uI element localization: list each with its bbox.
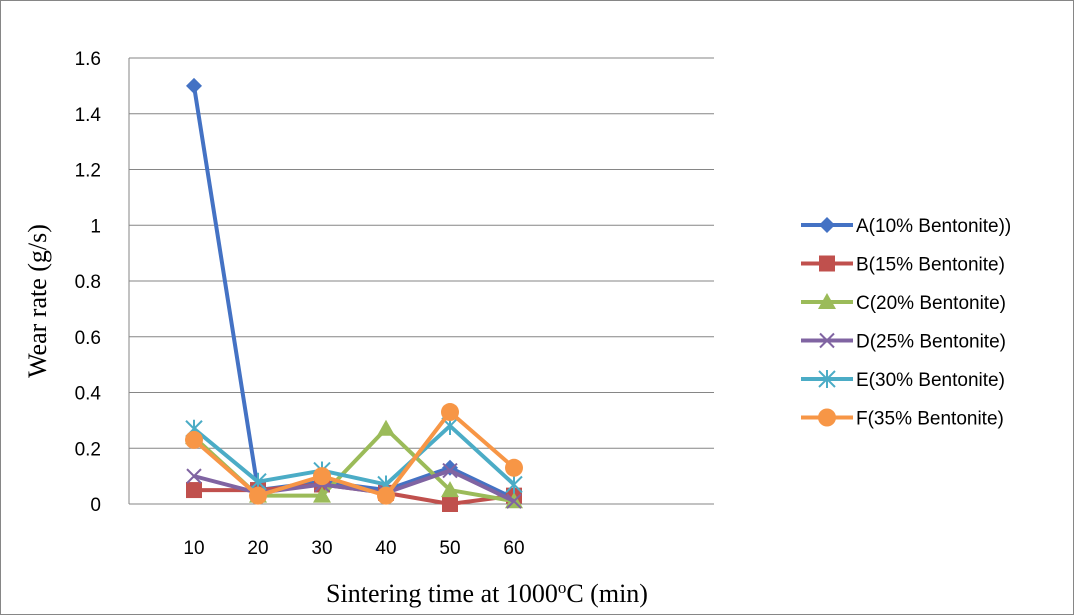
series-line [192, 85, 515, 501]
legend-item: A(10% Bentonite)) [801, 216, 1011, 237]
legend-item: C(20% Bentonite) [801, 293, 1006, 314]
x-tick-labels: 10 20 30 40 50 60 [183, 538, 524, 559]
data-point [506, 493, 522, 509]
x-tick-label: 60 [503, 538, 524, 559]
y-tick-label: 0.8 [75, 272, 101, 293]
legend-label: A(10% Bentonite)) [856, 216, 1011, 237]
series-line [192, 423, 516, 487]
y-tick-label: 1.2 [75, 161, 101, 182]
legend-label: B(15% Bentonite) [856, 255, 1005, 276]
legend-marker [818, 408, 836, 427]
data-point [313, 467, 331, 486]
series-lines [185, 77, 523, 512]
legend-label: F(35% Bentonite) [856, 409, 1004, 430]
x-tick-label: 20 [247, 538, 268, 559]
y-tick-label: 0.4 [75, 384, 102, 405]
legend-label: D(25% Bentonite) [856, 332, 1006, 353]
series-line [193, 468, 515, 504]
y-tick-label: 0.2 [75, 439, 101, 460]
series-a [186, 77, 522, 507]
gridlines [128, 57, 714, 505]
y-tick-labels: 0 0.2 0.4 0.6 0.8 1 1.2 1.4 1.6 [75, 49, 102, 516]
y-tick-label: 1.6 [75, 49, 101, 70]
legend: A(10% Bentonite)) B(15% Bentonite) C(20% B… [801, 216, 1011, 430]
x-axis-label: Sintering time at 1000oC (min) [326, 578, 648, 608]
data-point [377, 419, 395, 436]
data-point [313, 486, 331, 503]
y-tick-label: 1.4 [75, 105, 102, 126]
legend-item: F(35% Bentonite) [801, 408, 1004, 430]
y-tick-label: 0.6 [75, 328, 101, 349]
data-point [186, 468, 202, 484]
data-point [505, 458, 523, 477]
legend-marker [818, 293, 836, 309]
data-point [441, 481, 459, 498]
legend-marker [819, 332, 835, 349]
data-point [377, 486, 395, 505]
legend-marker [819, 255, 835, 272]
legend-marker [819, 217, 835, 233]
data-point [442, 496, 458, 512]
x-axis-label-tail: C (min) [566, 579, 648, 608]
legend-item: B(15% Bentonite) [801, 255, 1005, 276]
data-point [441, 403, 459, 422]
x-tick-label: 50 [439, 538, 460, 559]
data-point [186, 482, 202, 499]
legend-item: D(25% Bentonite) [801, 332, 1006, 353]
data-point [442, 462, 458, 479]
x-axis-label-superscript: o [558, 578, 567, 597]
data-point [186, 77, 202, 94]
x-tick-label: 40 [375, 538, 396, 559]
x-axis-label-main: Sintering time at 1000 [326, 579, 558, 608]
series-f [185, 403, 523, 505]
data-point [505, 475, 523, 494]
data-point [249, 486, 267, 505]
x-tick-label: 30 [311, 538, 332, 559]
y-tick-label: 1 [90, 216, 101, 237]
legend-item: E(30% Bentonite) [801, 370, 1005, 391]
legend-marker [818, 370, 836, 388]
y-tick-label: 0 [90, 495, 101, 516]
data-point [185, 430, 203, 449]
y-axis-label: Wear rate (g/s) [23, 224, 52, 378]
legend-label: C(20% Bentonite) [856, 293, 1006, 314]
x-tick-label: 10 [183, 538, 204, 559]
legend-label: E(30% Bentonite) [856, 370, 1005, 391]
series-line [192, 410, 516, 498]
